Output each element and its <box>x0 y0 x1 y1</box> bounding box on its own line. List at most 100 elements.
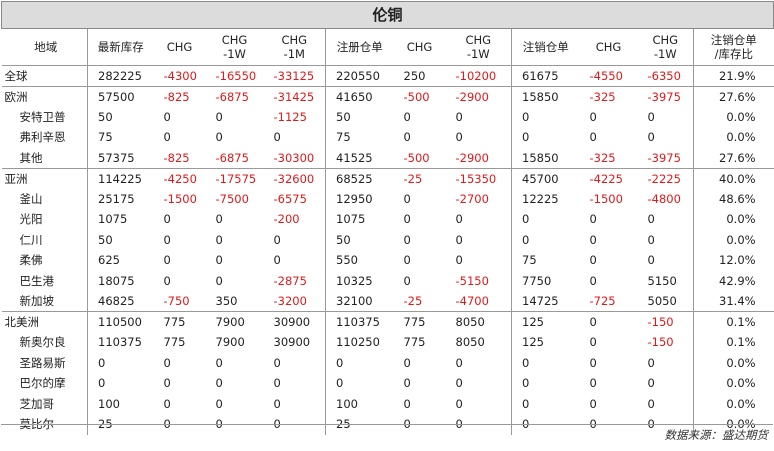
region-label: 仁川 <box>19 232 43 247</box>
table-cell: 0 <box>589 376 597 391</box>
table-cell: 15850 <box>511 85 580 107</box>
region-label: 安特卫普 <box>19 109 66 124</box>
table-cell: 0 <box>647 355 655 370</box>
table-cell: 0 <box>589 253 597 268</box>
table-cell: -825 <box>163 150 190 165</box>
table-cell: 0 <box>511 229 580 250</box>
table-cell: 0.0% <box>692 209 774 230</box>
table-cell: 15850 <box>511 147 580 168</box>
table-cell: -7500 <box>215 191 249 206</box>
data-source: 数据来源：盛达期货 <box>664 428 769 442</box>
table-cell: 0 <box>163 253 171 268</box>
table-cell: 75 <box>87 127 154 148</box>
table-cell: 68525 <box>325 167 394 189</box>
table-cell: 0 <box>589 396 597 411</box>
table-cell: 0 <box>589 355 597 370</box>
table-row: 芝加哥 100 0 0 0 100 0 0 0 0 0 0.0% <box>2 393 774 414</box>
table-cell: -2900 <box>455 150 489 165</box>
table-row: 新加坡 46825 -750 350 -3200 32100 -25 -4700 14725 -7… <box>2 291 774 312</box>
table-cell: 0 <box>215 232 223 247</box>
table-row: 新奥尔良 110375 775 7900 30900 110250 775 8050 125 0 -… <box>2 332 774 353</box>
table-cell: 0 <box>215 396 223 411</box>
table-cell: 0 <box>647 232 655 247</box>
table-cell: 775 <box>163 335 186 350</box>
table-cell: 21.9% <box>692 65 774 86</box>
table-cell: 0 <box>403 212 411 227</box>
table-cell: -2875 <box>273 273 307 288</box>
table-cell: 50 <box>87 229 154 250</box>
table-cell: 0 <box>511 393 580 414</box>
table-cell: 775 <box>403 335 426 350</box>
table-cell: -4300 <box>153 65 206 86</box>
table-cell: 775 <box>393 311 446 332</box>
table-cell: 0 <box>215 212 223 227</box>
table-cell: -4225 <box>579 167 638 189</box>
table-cell: 0 <box>87 373 154 394</box>
table-cell: 1075 <box>87 209 154 230</box>
region-label: 光阳 <box>19 212 43 227</box>
table-cell: -30300 <box>273 150 315 165</box>
table-cell: 0 <box>589 212 597 227</box>
table-cell: -3975 <box>647 150 681 165</box>
table-row: 全球 282225 -4300 -16550 -33125 220550 250 -10200… <box>1 65 774 86</box>
table-cell: 12225 <box>511 188 580 209</box>
region-label: 巴尔的摩 <box>19 376 66 391</box>
region-label: 北美洲 <box>1 311 88 332</box>
table-cell: 0 <box>403 396 411 411</box>
table-cell: -2225 <box>637 167 694 189</box>
table-cell: 0 <box>163 109 171 124</box>
table-cell: 14725 <box>511 291 580 312</box>
table-cell: 0 <box>403 376 411 391</box>
table-row: 欧洲 57500 -825 -6875 -31425 41650 -500 -2900 1585… <box>1 85 774 107</box>
table-cell: 0 <box>163 273 171 288</box>
table-cell: 30900 <box>273 335 311 350</box>
table-cell: 7900 <box>205 311 264 332</box>
table-cell: 0 <box>403 253 411 268</box>
column-header: CHG -1M <box>263 28 326 66</box>
table-cell: -6875 <box>205 85 264 107</box>
table-cell: -325 <box>579 85 638 107</box>
column-header: CHG <box>393 28 446 66</box>
table-row: 仁川 50 0 0 0 50 0 0 0 0 0 0.0% <box>2 229 774 250</box>
table-cell: -3975 <box>637 85 694 107</box>
table-cell: 0 <box>403 355 411 370</box>
table-cell: 0 <box>163 355 171 370</box>
table-cell: 0 <box>455 109 463 124</box>
table-cell: 0 <box>403 232 411 247</box>
region-label: 其他 <box>19 150 43 165</box>
region-label: 釜山 <box>19 191 43 206</box>
table-row: 光阳 1075 0 0 -200 1075 0 0 0 0 0 0.0% <box>2 209 774 230</box>
table-cell: 32100 <box>325 291 394 312</box>
table-cell: 57375 <box>87 147 154 168</box>
table-cell: 25175 <box>87 188 154 209</box>
table-cell: 0 <box>403 273 411 288</box>
table-cell: -32600 <box>263 167 326 189</box>
table-cell: 0 <box>163 396 171 411</box>
table-cell: -31425 <box>263 85 326 107</box>
table-cell: -16550 <box>205 65 264 86</box>
table-cell: 0 <box>511 209 580 230</box>
table-cell: 0 <box>215 273 223 288</box>
table-cell: 40.0% <box>692 167 774 189</box>
table-cell: 18075 <box>87 270 154 291</box>
table-cell: 27.6% <box>692 147 774 168</box>
table-cell: 110250 <box>325 332 394 353</box>
region-label: 巴生港 <box>19 273 55 288</box>
table-cell: 41650 <box>325 85 394 107</box>
table-cell: 0 <box>511 352 580 373</box>
column-header: 注册仓单 <box>325 28 394 66</box>
region-label: 新加坡 <box>19 294 55 308</box>
table-row: 巴尔的摩 0 0 0 0 0 0 0 0 0 0 0.0% <box>2 373 774 394</box>
table-cell: 0 <box>163 212 171 227</box>
table-cell: 7900 <box>215 335 245 350</box>
table-cell: 1075 <box>325 209 394 230</box>
column-header: 最新库存 <box>87 28 154 66</box>
region-label: 弗利辛恩 <box>19 130 66 145</box>
table-cell: 350 <box>215 294 238 308</box>
table-cell: 12950 <box>325 188 394 209</box>
table-cell: 125 <box>511 311 580 332</box>
table-row: 北美洲 110500 775 7900 30900 110375 775 8050 125 0 -1… <box>1 311 774 332</box>
table-cell: 0 <box>273 355 281 370</box>
region-label: 亚洲 <box>1 167 88 189</box>
